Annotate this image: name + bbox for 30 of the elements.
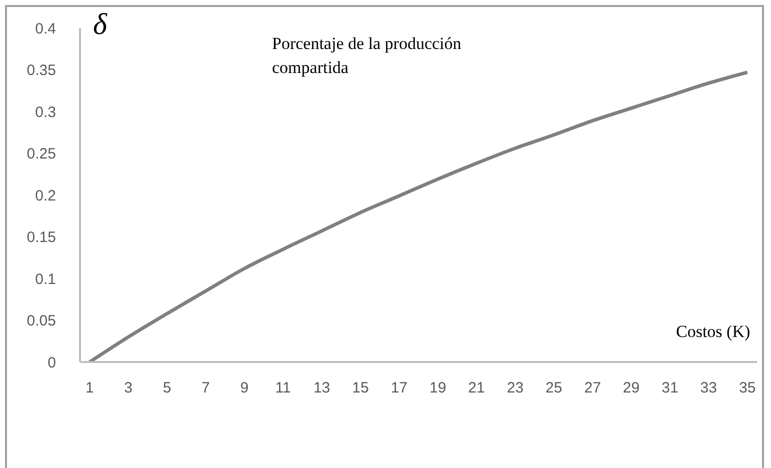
x-tick-label: 29	[622, 380, 640, 397]
x-tick-label: 3	[124, 380, 133, 397]
x-tick-label: 21	[468, 380, 485, 397]
y-tick-label: 0.15	[26, 229, 56, 246]
annotation: Porcentaje de la producción compartida	[272, 33, 462, 79]
x-tick-label: 11	[275, 380, 291, 397]
x-tick-label: 25	[546, 380, 562, 397]
y-tick-label: 0.05	[26, 312, 56, 330]
x-tick-label: 27	[584, 380, 601, 397]
x-tick-label: 1	[86, 380, 94, 397]
x-tick-label: 7	[202, 380, 210, 397]
x-tick-label: 15	[352, 380, 369, 397]
x-tick-label: 13	[313, 380, 330, 397]
x-tick-label: 9	[240, 380, 249, 397]
y-axis-title: δ	[93, 8, 107, 42]
y-tick-label: 0.3	[35, 104, 56, 121]
x-tick-label: 5	[162, 380, 172, 397]
x-tick-label: 33	[700, 380, 717, 397]
x-tick-label: 19	[430, 380, 446, 397]
y-tick-label: 0.2	[35, 187, 56, 204]
y-tick-label: 0.35	[26, 62, 56, 80]
x-axis-title: Costos (K)	[676, 322, 750, 342]
y-tick-label: 0.25	[26, 146, 56, 163]
x-tick-label: 17	[390, 380, 408, 397]
x-tick-label: 31	[662, 380, 678, 397]
y-tick-label: 0	[48, 354, 56, 372]
x-tick-label: 35	[738, 380, 756, 397]
y-tick-label: 0.1	[35, 270, 56, 288]
y-tick-label: 0.4	[35, 20, 56, 38]
x-tick-label: 23	[506, 380, 524, 397]
